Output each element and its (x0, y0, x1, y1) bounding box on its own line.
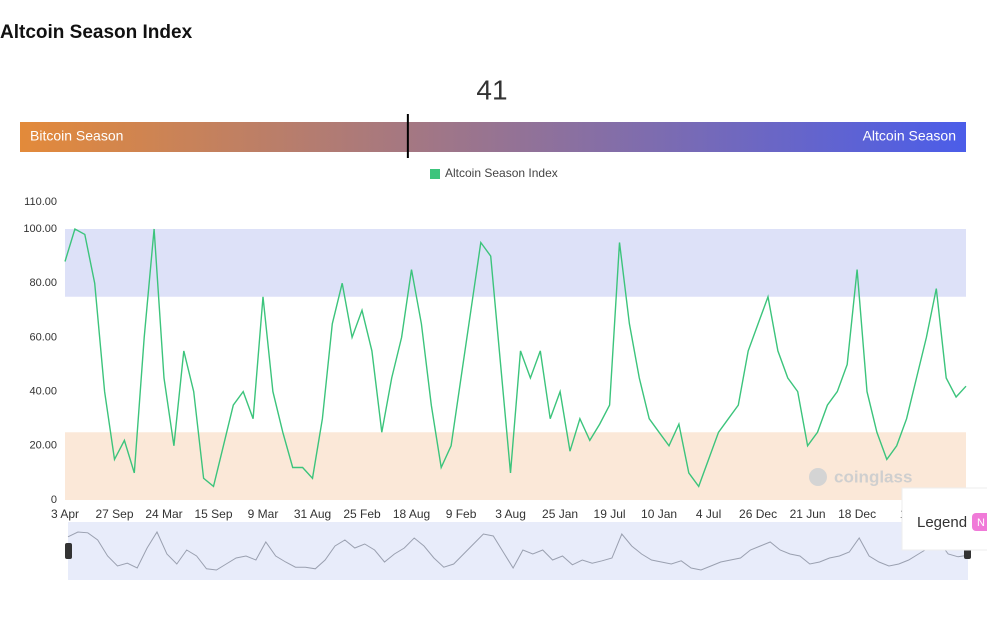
x-tick-label: 9 Feb (446, 507, 477, 521)
legend-button[interactable]: Legend N (901, 487, 987, 551)
series-line (64, 227, 967, 488)
navigator-line (67, 530, 969, 571)
x-tick-label: 27 Sep (95, 507, 133, 521)
gauge-right-label: Altcoin Season (863, 128, 956, 144)
x-tick-label: 19 Jul (594, 507, 626, 521)
navigator-handle[interactable] (65, 543, 72, 559)
gauge-bar (20, 122, 966, 152)
x-tick-label: 9 Mar (248, 507, 279, 521)
watermark-text: coinglass (834, 467, 912, 486)
y-tick-label: 110.00 (24, 196, 57, 208)
gauge-left-label: Bitcoin Season (30, 128, 123, 144)
x-tick-label: 18 Dec (838, 507, 876, 521)
x-tick-label: 4 Jul (696, 507, 721, 521)
y-tick-label: 20.00 (29, 440, 57, 452)
x-tick-label: 3 Aug (495, 507, 526, 521)
legend-swatch (430, 169, 440, 179)
legend-label: Altcoin Season Index (445, 166, 558, 180)
y-tick-label: 40.00 (29, 386, 57, 398)
x-tick-label: 25 Jan (542, 507, 578, 521)
y-tick-label: 60.00 (29, 331, 57, 343)
legend-badge (972, 513, 987, 531)
x-tick-label: 18 Aug (393, 507, 430, 521)
x-tick-label: 10 Jan (641, 507, 677, 521)
x-tick-label: 21 Jun (790, 507, 826, 521)
gauge-value: 41 (476, 74, 507, 105)
band (65, 229, 966, 297)
navigator[interactable] (68, 522, 968, 580)
band (65, 432, 966, 500)
x-tick-label: 25 Feb (343, 507, 381, 521)
legend-badge-text: N (977, 517, 985, 529)
x-tick-label: 31 Aug (294, 507, 331, 521)
legend-button-label[interactable]: Legend (917, 514, 967, 531)
x-tick-label: 24 Mar (145, 507, 182, 521)
x-tick-label: 3 Apr (51, 507, 79, 521)
x-tick-label: 26 Dec (739, 507, 777, 521)
watermark: coinglass (809, 467, 912, 486)
x-tick-label: 15 Sep (194, 507, 232, 521)
y-tick-label: 80.00 (29, 277, 57, 289)
y-tick-label: 100.00 (23, 223, 57, 235)
y-tick-label: 0 (51, 494, 57, 506)
page-title: Altcoin Season Index (0, 22, 193, 43)
